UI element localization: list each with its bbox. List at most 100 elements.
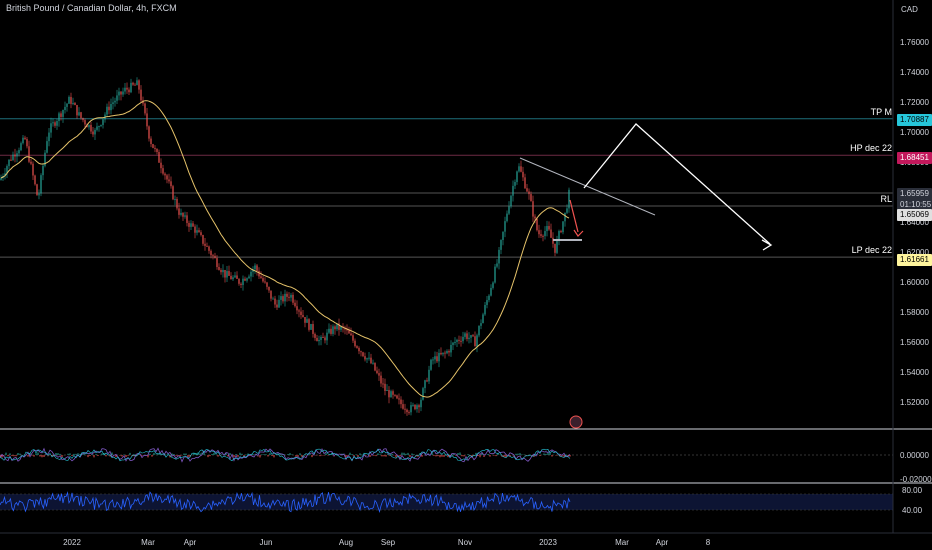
candle-body bbox=[378, 373, 380, 376]
rsi-pane: 80.00 40.00 bbox=[0, 486, 923, 515]
price-tick-label: 1.74000 bbox=[900, 68, 929, 77]
candle-body bbox=[284, 293, 286, 302]
candle-body bbox=[226, 271, 228, 278]
candle-body bbox=[372, 362, 374, 364]
candle-body bbox=[348, 330, 350, 334]
candle-body bbox=[524, 177, 526, 189]
candle-body bbox=[412, 404, 414, 406]
candle-body bbox=[338, 323, 340, 330]
candle-body bbox=[236, 275, 238, 279]
last-price-badge: 1.65959 bbox=[897, 188, 932, 200]
candle-body bbox=[450, 344, 452, 353]
candle-body bbox=[350, 333, 352, 336]
candle-body bbox=[196, 230, 198, 233]
price-tick-label: 1.60000 bbox=[900, 278, 929, 287]
candle-body bbox=[204, 243, 206, 246]
candle-body bbox=[150, 138, 152, 145]
candle-body bbox=[430, 359, 432, 370]
candle-body bbox=[402, 404, 404, 409]
candle-body bbox=[160, 162, 162, 169]
candle-body bbox=[144, 103, 146, 114]
candle-body bbox=[114, 100, 116, 103]
candle-body bbox=[368, 357, 370, 359]
price-tick-label: 1.54000 bbox=[900, 368, 929, 377]
candle-body bbox=[370, 357, 372, 364]
candle-body bbox=[356, 346, 358, 348]
level-label-rl: RL bbox=[880, 194, 892, 204]
candle-body bbox=[318, 339, 320, 342]
candle-body bbox=[472, 335, 474, 337]
candle-body bbox=[390, 391, 392, 398]
candle-body bbox=[546, 226, 548, 232]
candle-body bbox=[422, 388, 424, 400]
candle-body bbox=[146, 113, 148, 127]
candle-body bbox=[406, 409, 408, 413]
candle-body bbox=[556, 239, 558, 253]
candle-body bbox=[304, 317, 306, 323]
time-tick-label: 8 bbox=[706, 538, 711, 547]
candle-body bbox=[212, 255, 214, 257]
candle-body bbox=[192, 223, 194, 227]
candle-body bbox=[190, 223, 192, 227]
candle-body bbox=[208, 246, 210, 251]
candle-body bbox=[384, 383, 386, 391]
level-badge-tp-m: 1.70887 bbox=[897, 114, 932, 126]
candle-body bbox=[504, 221, 506, 232]
candle-body bbox=[118, 91, 120, 96]
candle-body bbox=[132, 82, 134, 85]
candle-body bbox=[324, 337, 326, 341]
candle-body bbox=[294, 302, 296, 307]
candle-body bbox=[256, 265, 258, 271]
candle-body bbox=[374, 362, 376, 371]
countdown-badge: 01:10:55 bbox=[897, 199, 932, 211]
rsi-band bbox=[0, 494, 893, 510]
candle-body bbox=[560, 231, 562, 233]
candle-body bbox=[20, 143, 22, 151]
candle-body bbox=[4, 173, 6, 177]
candle-body bbox=[394, 394, 396, 396]
time-tick-label: Apr bbox=[656, 538, 669, 547]
candle-body bbox=[548, 226, 550, 230]
candle-body bbox=[534, 216, 536, 219]
candle-body bbox=[28, 146, 30, 162]
candle-body bbox=[568, 189, 570, 209]
candle-body bbox=[70, 96, 72, 104]
candle-body bbox=[322, 336, 324, 338]
candle-body bbox=[244, 278, 246, 281]
candle-body bbox=[386, 389, 388, 391]
candle-body bbox=[272, 298, 274, 300]
candle-body bbox=[438, 352, 440, 362]
candle-body bbox=[440, 352, 442, 355]
candle-body bbox=[172, 186, 174, 200]
candle-body bbox=[126, 87, 128, 90]
candle-body bbox=[562, 221, 564, 233]
candle-body bbox=[266, 282, 268, 287]
candle-body bbox=[42, 165, 44, 176]
candle-body bbox=[210, 250, 212, 256]
candle-body bbox=[38, 193, 40, 196]
candle-body bbox=[380, 375, 382, 384]
candle-body bbox=[464, 333, 466, 337]
candle-body bbox=[200, 232, 202, 236]
candle-body bbox=[330, 328, 332, 334]
candle-body bbox=[98, 126, 100, 128]
candle-body bbox=[518, 166, 520, 172]
candle-body bbox=[354, 340, 356, 347]
candle-body bbox=[428, 369, 430, 382]
down-arrow-head bbox=[573, 229, 584, 237]
candle-body bbox=[94, 129, 96, 135]
rsi-line bbox=[0, 491, 571, 514]
candle-body bbox=[184, 215, 186, 217]
price-tick-label: 1.72000 bbox=[900, 98, 929, 107]
candle-body bbox=[308, 319, 310, 330]
candle-body bbox=[122, 91, 124, 95]
candle-body bbox=[148, 126, 150, 139]
candle-body bbox=[24, 137, 26, 140]
candle-body bbox=[34, 175, 36, 185]
candle-body bbox=[260, 276, 262, 279]
candle-body bbox=[26, 139, 28, 147]
candle-body bbox=[448, 350, 450, 353]
candle-body bbox=[494, 266, 496, 283]
candle-body bbox=[112, 102, 114, 105]
